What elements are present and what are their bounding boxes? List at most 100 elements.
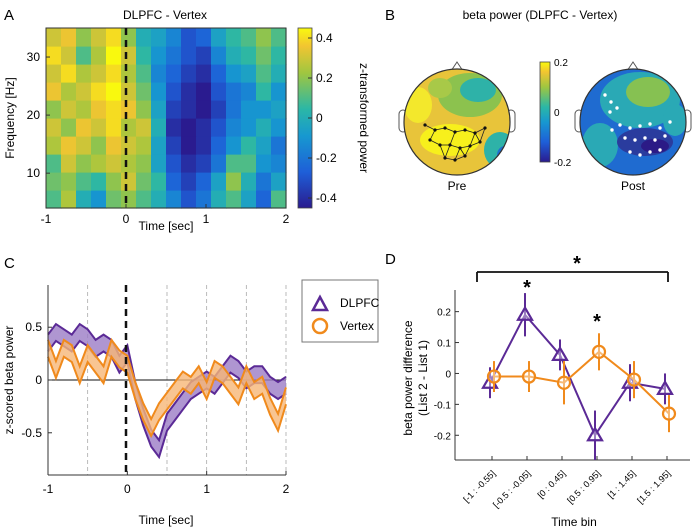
heatmap-cell <box>181 100 197 119</box>
heatmap-cell <box>241 28 257 47</box>
heatmap-cell <box>166 28 182 47</box>
ylabel-d1: beta power difference <box>401 320 415 436</box>
marker-circle <box>556 375 572 390</box>
heatmap-cell <box>151 28 167 47</box>
heatmap-cell <box>136 28 152 47</box>
heatmap-cell <box>226 172 242 191</box>
series-c <box>47 322 287 460</box>
marker-circle <box>626 372 642 387</box>
electrode-dot <box>653 138 657 142</box>
panel-b: beta power (DLPFC - Vertex) Pre 0.2 0 -0.2 <box>398 8 692 193</box>
heatmap-cell <box>166 100 182 119</box>
sig-star-bin4: * <box>593 311 601 333</box>
heatmap-cell <box>121 100 137 119</box>
heatmap-cell <box>256 100 272 119</box>
axis-ticks-c: -1 0 1 2 0.5 0 -0.5 <box>21 320 289 496</box>
marker-circle <box>486 369 502 384</box>
heatmap-cell <box>76 118 92 137</box>
heatmap-cell <box>196 136 212 155</box>
heatmap-cell <box>106 136 122 155</box>
electrode-dot <box>603 93 607 97</box>
x-tick-label-c: 1 <box>203 482 210 496</box>
panel-label-a: A <box>4 7 14 24</box>
colorbar-ticks-a: 0.4 0.2 0 -0.2 -0.4 <box>308 31 337 205</box>
heatmap-cell <box>76 46 92 65</box>
legend-circle-icon <box>311 317 329 335</box>
heatmap-cell <box>106 82 122 101</box>
marker-triangle <box>516 305 534 321</box>
heatmap-cell <box>91 28 107 47</box>
heatmap-cell <box>211 82 227 101</box>
heatmap-cell <box>121 64 137 83</box>
heatmap-cell <box>76 136 92 155</box>
electrode-dot <box>609 100 613 104</box>
heatmap-cell <box>151 190 167 209</box>
axis-ticks-a: -1 0 1 2 10 20 30 <box>27 50 290 226</box>
heatmap-cell <box>136 118 152 137</box>
panel-c: -1 0 1 2 0.5 0 -0.5 Time [sec] z-scored beta p… <box>2 279 380 527</box>
electrode-dot <box>458 146 462 150</box>
electrode-dot <box>643 136 647 140</box>
electrode-link <box>444 157 456 161</box>
x-tick-label-d: [1 : 1.45] <box>606 468 638 500</box>
heatmap-cell <box>241 46 257 65</box>
x-tick-label-d: [0.5 : 0.95] <box>565 468 602 505</box>
heatmap-cell <box>271 172 287 191</box>
electrode-dot <box>615 106 619 110</box>
heatmap-cell <box>166 118 182 137</box>
electrode-link <box>429 139 441 146</box>
heatmap-cell <box>271 64 287 83</box>
heatmap-cell <box>241 190 257 209</box>
electrode-dot <box>448 143 452 147</box>
heatmap-cell <box>61 82 77 101</box>
panel-label-d: D <box>385 251 396 268</box>
marker-circle <box>661 406 677 421</box>
heatmap-cell <box>196 154 212 173</box>
topo-post: Post <box>574 61 692 193</box>
y-tick-label-a: 10 <box>27 166 41 180</box>
marker-circle <box>521 369 537 384</box>
heatmap-cell <box>46 118 62 137</box>
heatmap-cell <box>106 172 122 191</box>
heatmap-cell <box>256 118 272 137</box>
heatmap-cell <box>211 136 227 155</box>
heatmap-cell <box>61 136 77 155</box>
heatmap-cell <box>166 136 182 155</box>
x-tick-label-d: [-1 : -0.55] <box>461 468 497 504</box>
heatmap-cell <box>136 100 152 119</box>
topo-pre: Pre <box>398 61 516 193</box>
heatmap-cell <box>211 28 227 47</box>
electrode-link <box>474 132 481 143</box>
y-tick-label-a: 30 <box>27 50 41 64</box>
electrode-dot <box>443 156 447 160</box>
x-tick-label-c: 0 <box>124 482 131 496</box>
heatmap-cell <box>76 28 92 47</box>
electrode-link <box>454 147 461 161</box>
heatmap-cell <box>256 82 272 101</box>
electrode-dot <box>423 123 427 127</box>
heatmap-cell <box>46 100 62 119</box>
electrode-link <box>444 144 451 159</box>
heatmap-cell <box>76 154 92 173</box>
heatmap-cell <box>166 46 182 65</box>
x-tick-label-a: 2 <box>283 212 290 226</box>
heatmap-cell <box>91 172 107 191</box>
heatmap-cell <box>226 154 242 173</box>
electrode-dot <box>483 126 487 130</box>
heatmap-cell <box>136 190 152 209</box>
heatmap-cell <box>256 46 272 65</box>
heatmap-cell <box>151 64 167 83</box>
heatmap-cell <box>226 28 242 47</box>
heatmap-cell <box>181 46 197 65</box>
xlabel-a: Time [sec] <box>139 219 194 233</box>
marker-circle <box>591 344 607 359</box>
heatmap-cell <box>226 190 242 209</box>
heatmap-cell <box>271 28 287 47</box>
heatmap-cell <box>61 172 77 191</box>
heatmap-cell <box>256 190 272 209</box>
heatmap-cell <box>241 172 257 191</box>
heatmap-cell <box>91 154 107 173</box>
panel-a: DLPFC - Vertex -1 0 1 2 10 20 30 Time [sec] Fr… <box>3 8 371 233</box>
legend-triangle-icon <box>310 294 330 312</box>
